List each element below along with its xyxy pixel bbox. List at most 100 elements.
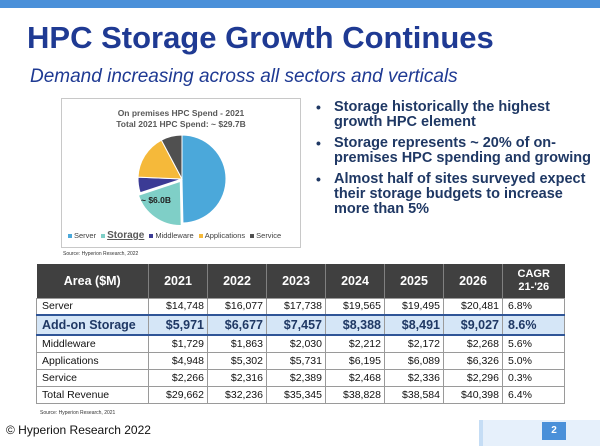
header-cagr: CAGR 21-'26 [502,264,565,298]
legend-item: Storage [101,230,144,241]
legend-swatch [68,233,72,238]
legend-label: Applications [204,231,246,240]
row-cagr: 6.8% [502,297,565,316]
row-value: $1,729 [148,334,208,353]
table-row: Add-on Storage $5,971 $6,677 $7,457 $8,388 $8… [36,314,565,336]
row-value: $35,345 [266,385,326,404]
revenue-table-container: Area ($M) 2021 2022 2023 2024 2025 2026 CAGR 21-… [36,264,565,404]
row-value: $2,296 [443,368,503,387]
pie-chart-panel: On premises HPC Spend - 2021 Total 2021 … [61,98,301,248]
legend-label: Middleware [155,231,194,240]
bullet-text: Storage historically the highest growth … [334,99,550,130]
bullet-text: Almost half of sites surveyed expect the… [334,171,586,217]
row-value: $2,212 [325,334,385,353]
row-area: Total Revenue [36,385,149,404]
row-area: Server [36,297,149,316]
row-value: $17,738 [266,297,326,316]
legend-item: Service [250,231,281,240]
legend-swatch [250,233,255,238]
bullet-dot-icon: • [316,135,321,151]
row-value: $14,748 [148,297,208,316]
row-cagr: 8.6% [502,314,565,336]
row-value: $8,491 [384,314,444,336]
row-value: $38,828 [325,385,385,404]
header-area: Area ($M) [36,264,149,298]
bullet-dot-icon: • [316,171,321,187]
chart-source-note: Source: Hyperion Research, 2022 [63,251,139,257]
header-year: 2022 [207,264,267,298]
row-value: $19,565 [325,297,385,316]
row-cagr: 0.3% [502,368,565,387]
page-number: 2 [542,422,566,440]
bullet-text: Storage represents ~ 20% of on-premises … [334,135,592,166]
chart-subtitle: Total 2021 HPC Spend: ~ $29.7B [116,119,246,129]
table-header-row: Area ($M) 2021 2022 2023 2024 2025 2026 CAGR 21-… [36,264,565,298]
row-value: $38,584 [384,385,444,404]
row-value: $2,316 [207,368,267,387]
header-year: 2023 [266,264,326,298]
legend-item: Middleware [149,231,194,240]
row-value: $20,481 [443,297,503,316]
row-value: $2,389 [266,368,326,387]
pie-slice-storage [137,180,182,226]
header-year: 2021 [148,264,208,298]
row-value: $5,302 [207,351,267,370]
row-value: $29,662 [148,385,208,404]
row-value: $32,236 [207,385,267,404]
legend-label: Server [74,231,97,240]
table-body: Server $14,748 $16,077 $17,738 $19,565 $19,49… [36,297,565,404]
footer-copyright: © Hyperion Research 2022 [6,423,151,437]
legend-swatch [198,233,203,238]
table-source-note: Source: Hyperion Research, 2021 [40,410,116,416]
legend-swatch [101,233,106,238]
storage-annotation: ~ $6.0B [141,195,171,205]
row-value: $5,731 [266,351,326,370]
pie-slice-applications [137,139,183,180]
table-row: Service $2,266 $2,316 $2,389 $2,468 $2,336 $2,… [36,368,565,387]
row-value: $1,863 [207,334,267,353]
row-value: $4,948 [148,351,208,370]
legend-swatch [149,233,154,238]
header-year: 2026 [443,264,503,298]
row-cagr: 6.4% [502,385,565,404]
row-value: $2,336 [384,368,444,387]
row-area: Add-on Storage [36,314,149,336]
legend-label: Service [256,231,282,240]
row-value: $2,268 [443,334,503,353]
table-row: Total Revenue $29,662 $32,236 $35,345 $38,82… [36,385,565,404]
slide-subtitle: Demand increasing across all sectors and… [30,66,458,87]
row-area: Service [36,368,149,387]
row-cagr: 5.0% [502,351,565,370]
pie-chart: ~ $6.0B [137,134,227,226]
pie-slice-server [181,134,227,224]
chart-legend: Server Storage Middleware Applications Servi… [68,230,286,241]
row-value: $6,677 [207,314,267,336]
row-area: Applications [36,351,149,370]
row-value: $9,027 [443,314,503,336]
row-value: $2,172 [384,334,444,353]
top-accent-bar [0,0,600,8]
header-cagr-line: CAGR [517,267,550,280]
footer-bar-edge [479,420,483,446]
row-value: $6,089 [384,351,444,370]
row-value: $5,971 [148,314,208,336]
row-area: Middleware [36,334,149,353]
table-row: Server $14,748 $16,077 $17,738 $19,565 $19,49… [36,297,565,316]
header-year: 2024 [325,264,385,298]
table-row: Applications $4,948 $5,302 $5,731 $6,195 $6,0… [36,351,565,370]
row-value: $2,266 [148,368,208,387]
legend-label: Storage [107,230,145,241]
row-value: $7,457 [266,314,326,336]
bullet-item: • Almost half of sites surveyed expect th… [313,172,595,217]
row-value: $8,388 [325,314,385,336]
pie-slice-service [160,134,183,180]
row-value: $2,468 [325,368,385,387]
row-value: $6,326 [443,351,503,370]
footer-bar [479,420,600,446]
row-value: $19,495 [384,297,444,316]
header-cagr-line: 21-'26 [518,280,550,293]
row-value: $16,077 [207,297,267,316]
legend-item: Server [68,231,96,240]
slide-title: HPC Storage Growth Continues [27,20,494,55]
bullet-item: • Storage historically the highest growth… [313,100,595,130]
